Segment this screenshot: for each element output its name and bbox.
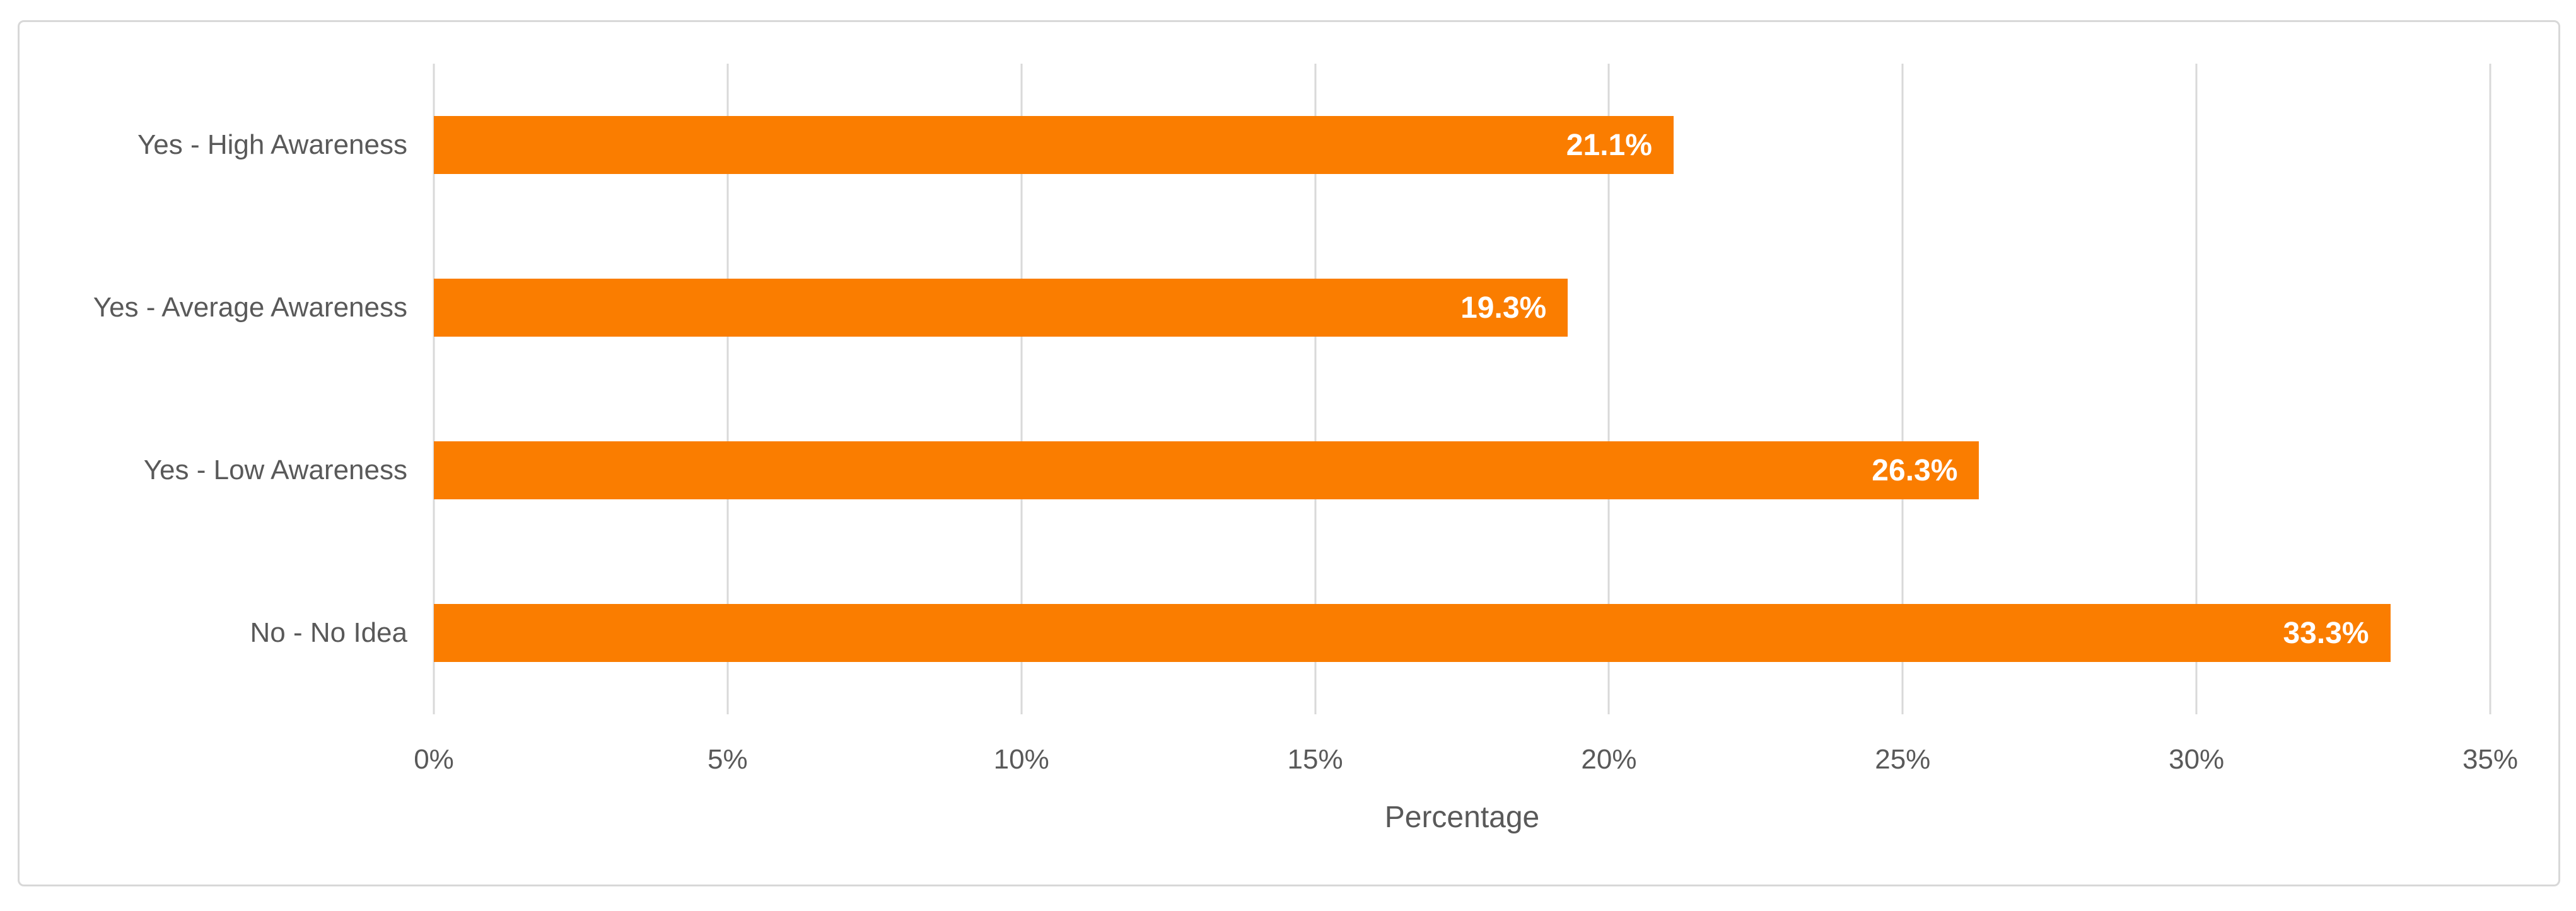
gridline	[2195, 64, 2198, 714]
bar-row: 26.3%	[434, 389, 2490, 552]
data-label: 19.3%	[1460, 291, 1547, 325]
x-axis-tick-labels: 0% 5% 10% 15% 20% 25% 30% 35%	[414, 734, 2518, 785]
x-tick-label: 20%	[1581, 744, 1637, 775]
gridline	[726, 64, 729, 714]
data-bar: 33.3%	[434, 603, 2391, 663]
x-tick-label: 5%	[708, 744, 748, 775]
gridlines-layer	[433, 64, 2491, 714]
data-bar: 26.3%	[434, 441, 1979, 500]
x-tick-label: 25%	[1875, 744, 1931, 775]
category-label: Yes - Low Awareness	[143, 455, 407, 485]
x-tick-label: 30%	[2169, 744, 2225, 775]
bar-row: 33.3%	[434, 552, 2490, 714]
category-label: Yes - Average Awareness	[93, 292, 407, 323]
x-tick-label: 15%	[1287, 744, 1343, 775]
category-axis-labels: Yes - High Awareness Yes - Average Awaren…	[20, 64, 407, 714]
gridline	[1314, 64, 1317, 714]
data-label: 33.3%	[2283, 616, 2369, 650]
gridline	[2489, 64, 2491, 714]
plot-area: 21.1% 19.3% 26.3% 33.3%	[433, 64, 2491, 714]
data-bar: 21.1%	[434, 115, 1674, 175]
x-tick-label: 0%	[414, 744, 454, 775]
gridline	[1901, 64, 1904, 714]
bar-row: 21.1%	[434, 64, 2490, 226]
bar-chart: Yes - High Awareness Yes - Average Awaren…	[18, 20, 2560, 886]
data-label: 26.3%	[1872, 453, 1958, 487]
bars-layer: 21.1% 19.3% 26.3% 33.3%	[434, 64, 2490, 714]
data-label: 21.1%	[1566, 128, 1652, 162]
bar-row: 19.3%	[434, 226, 2490, 389]
category-label: Yes - High Awareness	[137, 129, 407, 160]
x-axis-title: Percentage	[1384, 801, 1540, 834]
x-tick-label: 10%	[993, 744, 1049, 775]
category-label: No - No Idea	[250, 617, 407, 648]
gridline	[1607, 64, 1610, 714]
gridline	[1020, 64, 1023, 714]
data-bar: 19.3%	[434, 278, 1568, 337]
x-tick-label: 35%	[2462, 744, 2519, 775]
gridline	[433, 64, 435, 714]
